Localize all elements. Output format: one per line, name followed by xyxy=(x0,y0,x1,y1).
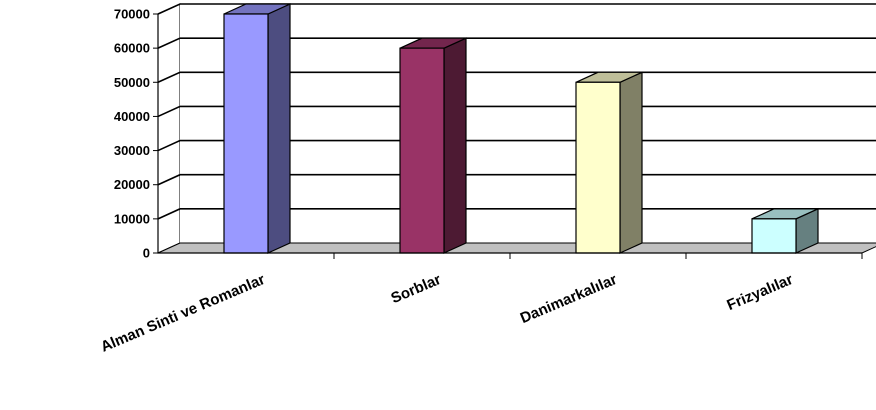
gridline xyxy=(157,208,876,220)
gridline xyxy=(157,139,876,152)
chart-walls xyxy=(157,3,876,254)
y-tick-label: 20000 xyxy=(114,177,150,192)
bar-side xyxy=(267,3,291,254)
gridline xyxy=(157,173,876,186)
axes xyxy=(153,13,863,259)
y-tick-label: 0 xyxy=(143,246,150,261)
y-tick-label: 60000 xyxy=(114,41,150,56)
bar xyxy=(751,207,819,254)
y-tick-label: 70000 xyxy=(114,7,150,22)
y-tick-label: 40000 xyxy=(114,109,150,124)
bar-front xyxy=(399,47,445,254)
bar-front xyxy=(751,218,797,254)
x-category-label: Sorblar xyxy=(389,271,444,307)
bar xyxy=(223,3,291,254)
x-category-label: Alman Sinti ve Romanlar xyxy=(98,271,267,356)
x-category-labels: Alman Sinti ve Romanlar Sorblar Danimarkal… xyxy=(98,271,795,356)
bar-front xyxy=(575,81,621,254)
gridlines xyxy=(157,3,876,220)
y-tick-labels: 0 10000 20000 30000 40000 50000 60000 70000 xyxy=(114,7,150,261)
gridline xyxy=(157,71,876,84)
x-category-label: Danimarkalılar xyxy=(518,271,620,327)
gridline xyxy=(157,105,876,118)
bars xyxy=(223,3,819,254)
bar-side xyxy=(443,37,467,254)
x-category-label: Frizyalılar xyxy=(724,271,795,314)
y-tick-label: 50000 xyxy=(114,75,150,90)
gridline xyxy=(157,3,876,15)
bar xyxy=(575,71,643,254)
bar xyxy=(399,37,467,254)
bar-front xyxy=(223,13,269,254)
side-wall xyxy=(157,3,181,254)
y-tick-label: 10000 xyxy=(114,211,150,226)
y-tick-label: 30000 xyxy=(114,143,150,158)
back-wall xyxy=(180,4,876,243)
gridline xyxy=(157,37,876,49)
bar-side xyxy=(619,71,643,254)
